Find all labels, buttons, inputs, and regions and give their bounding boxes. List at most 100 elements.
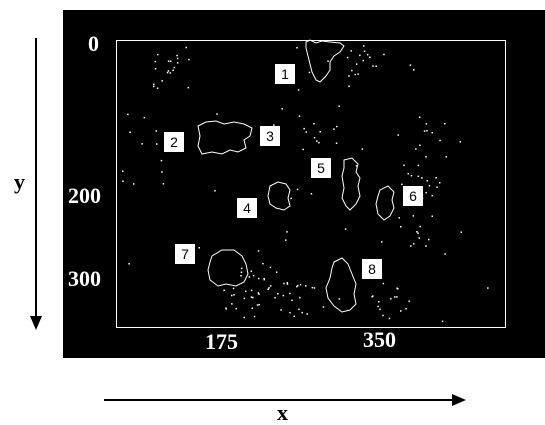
- speckle: [153, 83, 155, 86]
- speckle: [400, 310, 402, 312]
- speckle: [394, 296, 396, 298]
- speckle: [348, 85, 350, 88]
- speckle: [445, 156, 447, 158]
- speckle: [258, 303, 260, 306]
- speckle: [252, 274, 255, 277]
- speckle: [344, 228, 347, 230]
- speckle: [286, 231, 288, 233]
- speckle: [428, 185, 431, 187]
- y-tick-300: 300: [68, 266, 101, 291]
- speckle: [235, 307, 237, 310]
- speckle: [122, 170, 124, 172]
- speckle: [372, 65, 374, 67]
- speckle: [299, 283, 302, 286]
- speckle: [290, 197, 292, 200]
- speckle: [361, 148, 364, 150]
- speckle: [214, 190, 216, 192]
- speckle: [435, 177, 437, 179]
- y-arrow-head: [30, 316, 42, 330]
- speckle: [382, 314, 384, 317]
- speckle: [460, 231, 462, 233]
- speckle: [281, 108, 283, 110]
- speckle: [296, 47, 298, 49]
- speckle: [413, 243, 415, 245]
- region-4-contour: [267, 181, 291, 211]
- speckle: [188, 58, 190, 61]
- speckle: [362, 59, 364, 62]
- speckle: [243, 297, 246, 300]
- region-label-1: 1: [275, 64, 295, 84]
- speckle: [308, 71, 311, 74]
- region-8-contour: [325, 257, 357, 313]
- speckle: [415, 148, 417, 150]
- speckle: [161, 80, 163, 82]
- speckle: [319, 131, 321, 133]
- speckle: [273, 124, 275, 126]
- speckle: [413, 69, 415, 71]
- speckle: [371, 296, 373, 298]
- speckle: [407, 172, 409, 175]
- speckle: [303, 127, 305, 130]
- speckle: [417, 175, 420, 178]
- image-panel: [63, 10, 545, 358]
- speckle: [444, 123, 446, 125]
- speckle: [355, 165, 358, 167]
- region-label-5: 5: [311, 158, 331, 178]
- speckle: [436, 186, 438, 188]
- speckle: [167, 70, 170, 72]
- speckle: [431, 132, 433, 134]
- speckle: [155, 130, 157, 132]
- y-tick-200: 200: [68, 183, 101, 208]
- speckle: [418, 237, 420, 239]
- speckle: [216, 113, 218, 115]
- speckle: [127, 113, 129, 116]
- region-5-contour: [341, 157, 361, 211]
- speckle: [291, 299, 293, 302]
- speckle: [223, 289, 225, 292]
- speckle: [305, 131, 307, 133]
- x-arrow-head: [452, 394, 466, 406]
- speckle: [299, 296, 301, 299]
- speckle: [241, 267, 243, 270]
- speckle: [390, 298, 392, 300]
- speckle: [298, 308, 300, 311]
- speckle: [143, 116, 146, 119]
- speckle: [412, 215, 415, 217]
- speckle: [176, 62, 179, 64]
- x-axis-label: x: [277, 400, 288, 425]
- speckle: [156, 87, 159, 89]
- speckle: [397, 134, 399, 136]
- speckle: [438, 182, 441, 184]
- speckle: [419, 225, 421, 228]
- speckle: [346, 56, 349, 59]
- speckle: [318, 141, 320, 144]
- speckle: [338, 105, 340, 107]
- speckle: [169, 60, 172, 62]
- speckle: [428, 238, 430, 241]
- speckle: [369, 56, 371, 58]
- speckle: [322, 306, 325, 308]
- speckle: [122, 180, 124, 182]
- speckle: [166, 71, 169, 74]
- speckle: [269, 285, 272, 287]
- speckle: [298, 115, 301, 117]
- speckle: [327, 60, 329, 62]
- speckle: [251, 307, 254, 309]
- speckle: [257, 250, 260, 252]
- speckle: [313, 137, 316, 139]
- speckle: [410, 245, 412, 247]
- speckle: [357, 73, 359, 75]
- speckle: [354, 73, 356, 76]
- region-label-6: 6: [403, 186, 423, 206]
- speckle: [375, 65, 377, 67]
- speckle: [129, 131, 131, 133]
- speckle: [153, 85, 155, 88]
- speckle: [397, 288, 399, 290]
- speckle: [250, 289, 253, 292]
- speckle: [425, 245, 427, 247]
- speckle: [444, 253, 446, 255]
- speckle: [133, 183, 135, 185]
- speckle: [231, 294, 233, 297]
- speckle: [293, 315, 295, 317]
- region-6-contour: [375, 185, 395, 221]
